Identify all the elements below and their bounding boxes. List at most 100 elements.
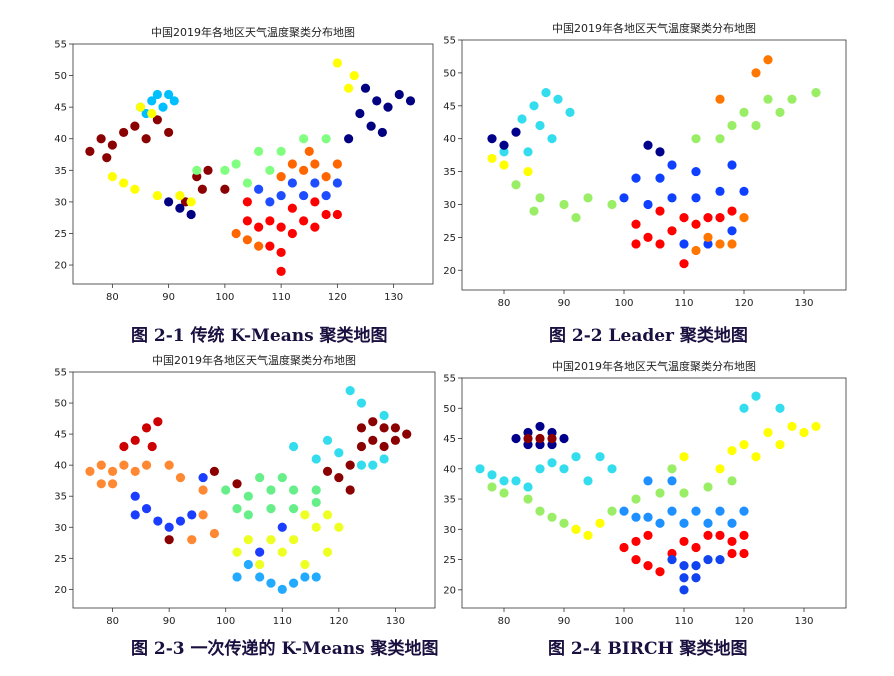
data-point <box>288 485 299 495</box>
x-tick-label: 80 <box>498 616 511 627</box>
data-point <box>332 58 342 68</box>
y-tick-label: 50 <box>54 71 67 82</box>
y-tick-label: 55 <box>54 368 67 379</box>
y-tick-label: 55 <box>54 40 67 51</box>
y-tick-label: 30 <box>443 525 456 536</box>
data-point <box>232 572 242 582</box>
y-tick-label: 40 <box>54 134 67 145</box>
data-point <box>231 228 241 239</box>
chart-title: 中国2019年各地区天气温度聚类分布地图 <box>552 359 756 373</box>
data-point <box>595 452 605 462</box>
y-tick-label: 45 <box>54 103 67 114</box>
data-point <box>141 423 152 433</box>
data-point <box>390 435 401 445</box>
data-point <box>277 472 287 483</box>
x-tick-label: 130 <box>794 298 813 309</box>
data-point <box>322 547 333 557</box>
data-point <box>691 542 701 553</box>
data-point <box>739 530 749 540</box>
data-point <box>277 584 287 594</box>
data-point <box>547 433 557 444</box>
data-point <box>715 186 725 196</box>
data-point <box>266 535 276 545</box>
y-tick-label: 25 <box>443 233 456 244</box>
data-point <box>198 510 208 520</box>
data-point <box>277 522 287 532</box>
data-point <box>344 83 354 93</box>
x-tick-label: 90 <box>558 298 571 309</box>
data-point <box>147 96 157 106</box>
data-point <box>511 433 521 444</box>
data-point <box>322 435 333 445</box>
data-point <box>475 464 485 474</box>
x-tick-label: 110 <box>674 616 693 627</box>
data-point <box>276 190 286 201</box>
data-point <box>276 172 286 182</box>
data-point <box>276 146 286 156</box>
data-point <box>383 102 393 112</box>
data-point <box>679 561 689 571</box>
data-point <box>643 476 653 486</box>
data-point <box>141 504 152 514</box>
data-point <box>405 96 416 106</box>
data-point <box>715 239 725 249</box>
scatter-chart-2: 中国2019年各地区天气温度聚类分布地图 80 90 100 110 120 130 20 25… <box>443 21 847 309</box>
data-point <box>715 213 725 223</box>
data-point <box>523 494 533 504</box>
plot-frame <box>461 377 847 609</box>
data-point <box>197 184 207 194</box>
data-point <box>679 573 689 583</box>
x-tick-label: 120 <box>329 616 348 627</box>
data-point <box>349 70 359 81</box>
data-point <box>619 542 629 553</box>
data-point <box>691 134 701 144</box>
data-point <box>643 140 653 150</box>
data-point <box>487 134 497 144</box>
data-point <box>311 572 321 582</box>
data-point <box>153 516 163 526</box>
y-tick-label: 25 <box>54 229 67 240</box>
data-point <box>715 554 725 565</box>
y-tick-label: 55 <box>443 36 456 47</box>
data-point <box>631 494 641 504</box>
data-point <box>715 464 725 474</box>
data-point <box>631 239 641 249</box>
data-point <box>667 160 677 170</box>
x-tick-label: 110 <box>272 292 291 303</box>
data-point <box>209 528 220 539</box>
y-tick-label: 50 <box>443 404 456 415</box>
data-point <box>547 134 557 144</box>
data-point <box>499 147 509 157</box>
data-point <box>402 429 412 439</box>
data-point <box>332 159 342 169</box>
y-tick-label: 20 <box>443 585 456 596</box>
x-tick-label: 120 <box>328 292 347 303</box>
data-point <box>102 153 112 163</box>
data-point <box>739 506 749 516</box>
data-point <box>655 147 665 157</box>
chart-title: 中国2019年各地区天气温度聚类分布地图 <box>552 21 756 35</box>
data-point <box>727 226 737 236</box>
data-point <box>255 559 265 570</box>
data-point <box>667 464 677 474</box>
y-tick-label: 50 <box>54 399 67 410</box>
data-point <box>703 213 713 223</box>
data-point <box>152 89 162 100</box>
data-point <box>243 491 253 501</box>
x-tick-label: 100 <box>614 298 633 309</box>
data-point <box>703 518 713 528</box>
data-point <box>775 403 785 413</box>
data-point <box>523 433 533 444</box>
data-point <box>372 96 382 106</box>
data-point <box>368 435 378 445</box>
data-point <box>254 241 264 251</box>
data-point <box>344 134 354 144</box>
data-point <box>523 147 533 157</box>
y-tick-label: 30 <box>54 197 67 208</box>
data-point <box>553 94 563 104</box>
data-point <box>311 454 321 464</box>
data-point <box>691 561 701 571</box>
x-tick-label: 100 <box>215 292 234 303</box>
data-point <box>322 510 333 520</box>
data-point <box>96 479 106 489</box>
